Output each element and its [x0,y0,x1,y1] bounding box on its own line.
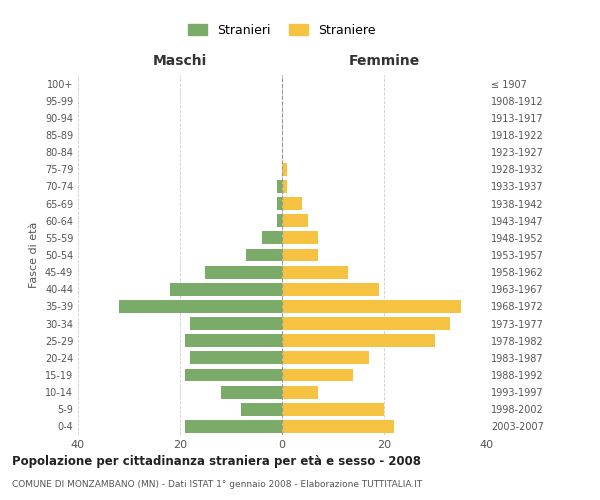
Bar [185,368,282,382]
Bar [282,300,461,313]
Bar [206,266,282,278]
Bar [277,214,282,227]
Bar [282,334,435,347]
Bar [277,180,282,193]
Bar [282,386,318,398]
Bar [282,352,369,364]
Text: Femmine: Femmine [349,54,419,68]
Bar [221,386,282,398]
Bar [190,317,282,330]
Bar [282,232,318,244]
Bar [282,197,302,210]
Bar [282,403,384,415]
Bar [282,248,318,262]
Bar [282,214,308,227]
Text: COMUNE DI MONZAMBANO (MN) - Dati ISTAT 1° gennaio 2008 - Elaborazione TUTTITALIA: COMUNE DI MONZAMBANO (MN) - Dati ISTAT 1… [12,480,422,489]
Bar [262,232,282,244]
Bar [282,368,353,382]
Bar [282,283,379,296]
Text: Popolazione per cittadinanza straniera per età e sesso - 2008: Popolazione per cittadinanza straniera p… [12,455,421,468]
Bar [170,283,282,296]
Bar [185,420,282,433]
Y-axis label: Fasce di età: Fasce di età [29,222,39,288]
Bar [282,180,287,193]
Bar [277,197,282,210]
Bar [119,300,282,313]
Bar [282,163,287,175]
Bar [282,317,451,330]
Bar [241,403,282,415]
Bar [190,352,282,364]
Bar [282,266,349,278]
Legend: Stranieri, Straniere: Stranieri, Straniere [185,20,379,40]
Bar [282,420,394,433]
Text: Maschi: Maschi [153,54,207,68]
Bar [185,334,282,347]
Bar [247,248,282,262]
